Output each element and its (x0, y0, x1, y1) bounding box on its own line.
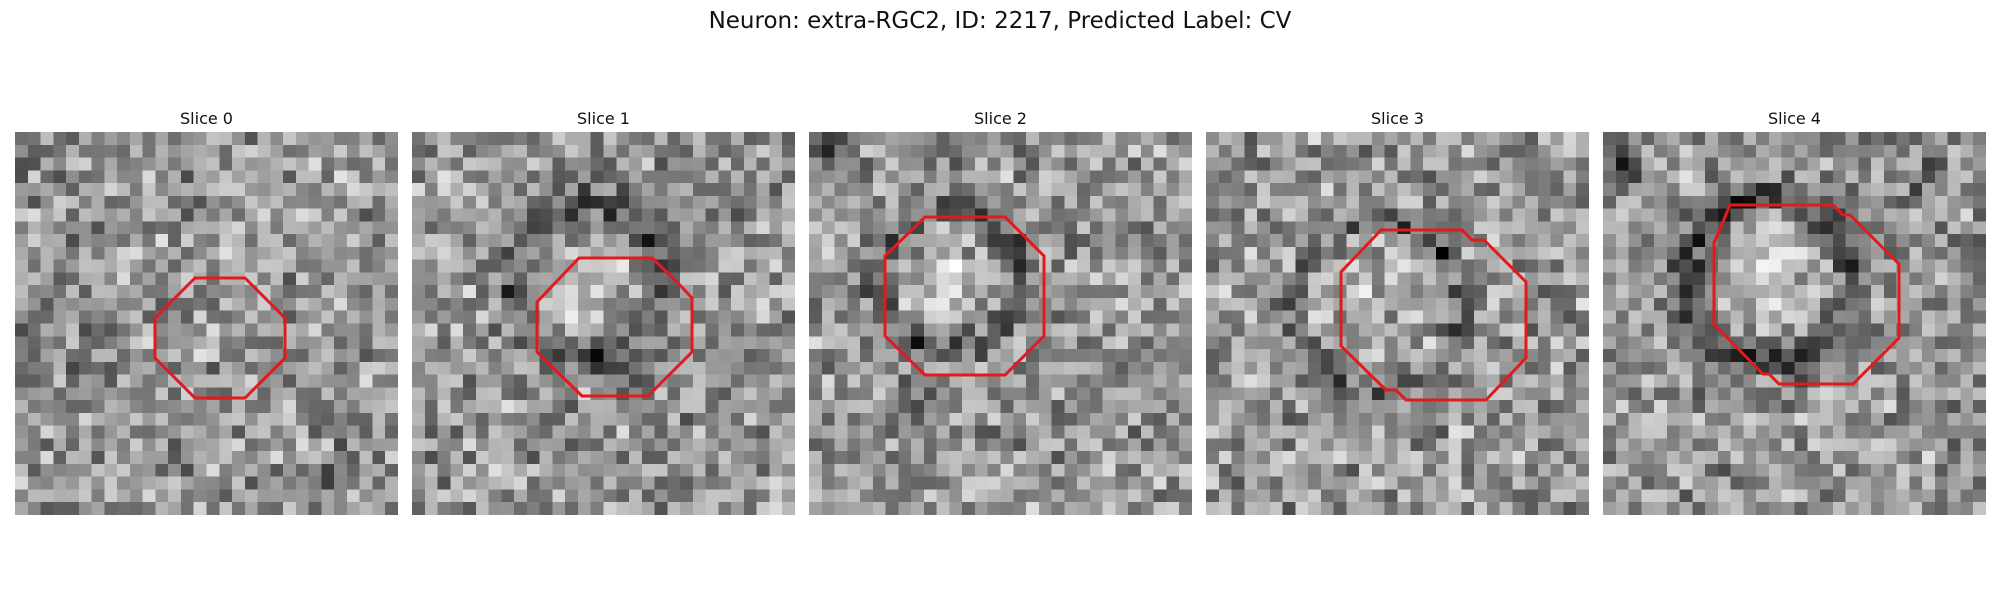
slice-image-2 (809, 132, 1192, 515)
grayscale-slice-image (809, 132, 1192, 515)
roi-contour-overlay (1339, 228, 1528, 402)
roi-contour (1339, 228, 1528, 402)
roi-contour-overlay (153, 276, 287, 400)
grayscale-slice-image (15, 132, 398, 515)
roi-contour-overlay (883, 215, 1046, 377)
slice-panel-4: Slice 4 (1603, 106, 1986, 515)
slice-image-1 (412, 132, 795, 515)
figure-title: Neuron: extra-RGC2, ID: 2217, Predicted … (708, 8, 1292, 34)
roi-contour (153, 276, 287, 400)
slice-title: Slice 1 (577, 109, 630, 128)
slice-panel-0: Slice 0 (15, 106, 398, 515)
roi-contour-overlay (1712, 203, 1901, 386)
roi-contour (883, 215, 1046, 377)
slice-image-0 (15, 132, 398, 515)
roi-contour (535, 256, 694, 398)
grayscale-slice-image (412, 132, 795, 515)
slice-title: Slice 3 (1371, 109, 1424, 128)
grayscale-slice-image (1603, 132, 1986, 515)
roi-contour (1712, 203, 1901, 386)
slice-title: Slice 4 (1768, 109, 1821, 128)
slice-title: Slice 0 (180, 109, 233, 128)
roi-contour-overlay (535, 256, 694, 398)
slice-image-4 (1603, 132, 1986, 515)
slice-panel-1: Slice 1 (412, 106, 795, 515)
slice-image-3 (1206, 132, 1589, 515)
slice-panel-2: Slice 2 (809, 106, 1192, 515)
slice-title: Slice 2 (974, 109, 1027, 128)
slice-panel-3: Slice 3 (1206, 106, 1589, 515)
